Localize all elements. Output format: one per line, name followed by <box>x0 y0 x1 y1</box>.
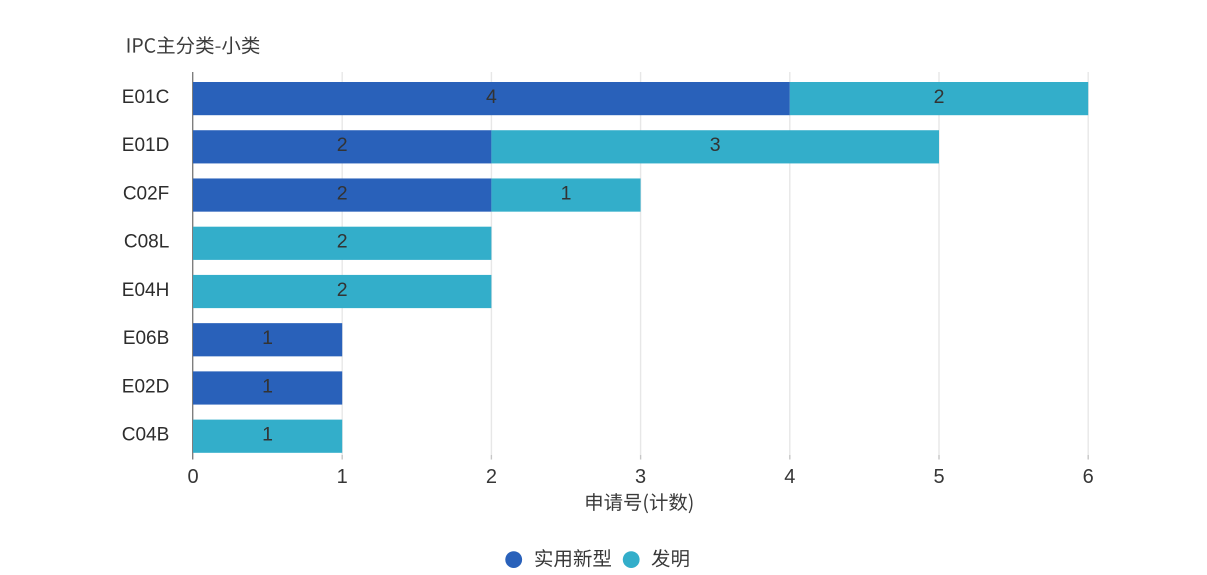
svg-text:4: 4 <box>784 466 795 488</box>
svg-text:1: 1 <box>262 327 273 349</box>
svg-text:3: 3 <box>710 134 721 156</box>
svg-text:E06B: E06B <box>123 328 169 349</box>
svg-text:2: 2 <box>337 182 348 204</box>
svg-text:3: 3 <box>635 466 646 488</box>
svg-text:E01D: E01D <box>122 135 170 156</box>
svg-text:2: 2 <box>486 466 497 488</box>
svg-text:C04B: C04B <box>122 425 170 446</box>
svg-text:1: 1 <box>337 466 348 488</box>
svg-text:4: 4 <box>486 86 497 108</box>
svg-text:E04H: E04H <box>122 280 170 301</box>
svg-text:2: 2 <box>337 134 348 156</box>
svg-text:5: 5 <box>933 466 944 488</box>
svg-text:2: 2 <box>337 279 348 301</box>
svg-text:C02F: C02F <box>123 183 169 204</box>
svg-text:2: 2 <box>337 231 348 253</box>
svg-text:1: 1 <box>561 182 572 204</box>
svg-text:E01C: E01C <box>122 87 170 108</box>
svg-text:1: 1 <box>262 424 273 446</box>
svg-text:0: 0 <box>187 466 198 488</box>
svg-text:E02D: E02D <box>122 376 170 397</box>
svg-text:1: 1 <box>262 375 273 397</box>
svg-text:C08L: C08L <box>124 232 169 253</box>
svg-text:6: 6 <box>1083 466 1094 488</box>
svg-text:2: 2 <box>934 86 945 108</box>
